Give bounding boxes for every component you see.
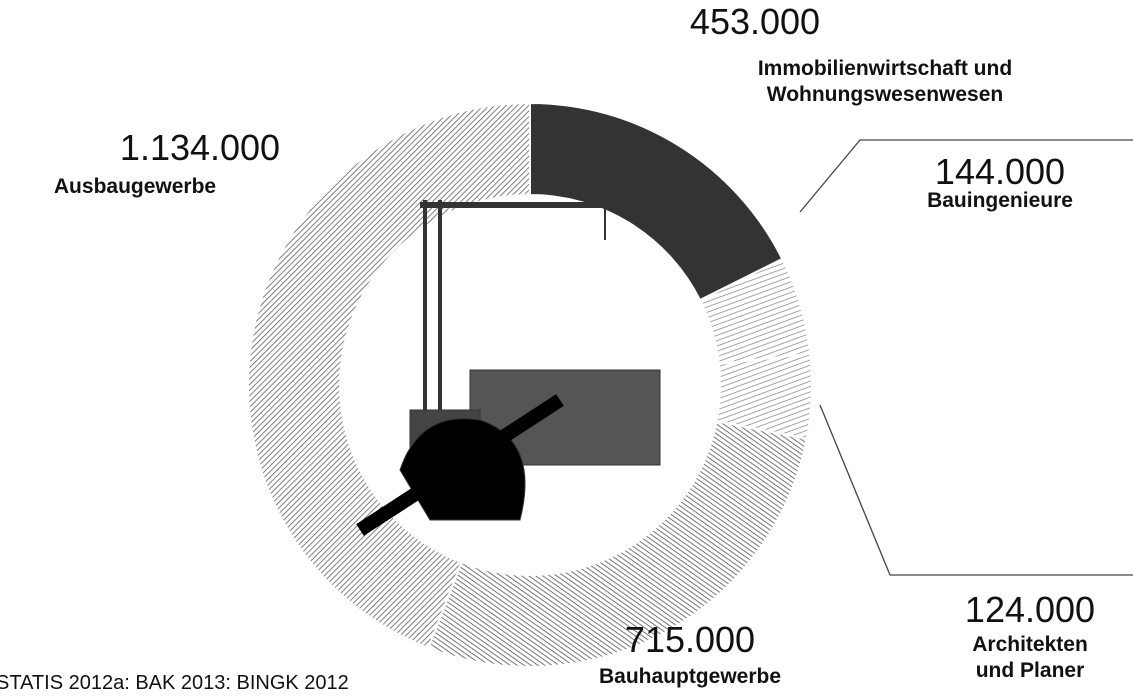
category-label: Bauhauptgewerbe (598, 665, 782, 688)
category-label: Bauingenieure (927, 189, 1073, 212)
value-label: 1.134.000 (119, 127, 281, 168)
leader-lines (799, 139, 1133, 576)
donut-segment (247, 101, 531, 650)
value-label: 715.000 (624, 619, 756, 660)
category-label: Architekten und Planer (972, 633, 1088, 682)
category-label: Immobilienwirtschaft und Wohnungswesenwe… (757, 57, 1013, 106)
value-label: 453.000 (689, 1, 821, 42)
illustration (356, 200, 661, 536)
source: STATIS 2012a: BAK 2013: BINGK 2012 (0, 672, 349, 694)
value-label: 124.000 (964, 589, 1096, 630)
category-label: Ausbaugewerbe (53, 175, 217, 198)
value-label: 144.000 (934, 151, 1066, 192)
donut-segment (529, 101, 784, 302)
donut-segment (426, 420, 808, 668)
donut (247, 101, 813, 668)
